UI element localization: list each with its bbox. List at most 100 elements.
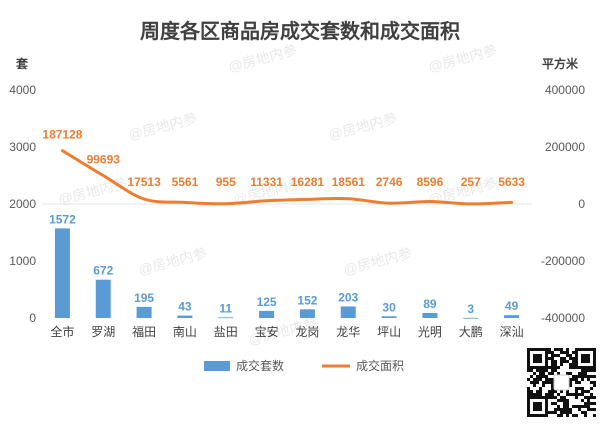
qr-module [539, 372, 542, 375]
bar-value-label: 3 [467, 302, 474, 316]
watermark-text: @房地内参 [342, 244, 414, 278]
qr-module [581, 372, 584, 375]
bar-value-label: 672 [93, 264, 113, 278]
qr-module [542, 375, 545, 378]
qr-code [525, 346, 598, 419]
qr-module [560, 411, 563, 414]
qr-module [560, 363, 563, 366]
qr-module [569, 372, 572, 375]
qr-module [569, 363, 572, 366]
qr-module [548, 390, 551, 393]
qr-finder-core [533, 402, 542, 411]
bar-value-label: 11 [219, 301, 232, 315]
bar [422, 312, 438, 318]
bar [463, 317, 479, 319]
qr-module [536, 375, 539, 378]
qr-module [575, 396, 578, 399]
qr-module [548, 411, 551, 414]
qr-module [593, 384, 596, 387]
qr-module [581, 369, 584, 372]
qr-module [560, 390, 563, 393]
qr-module [560, 357, 563, 360]
qr-module [533, 378, 536, 381]
line-value-label: 955 [216, 175, 236, 189]
qr-module [536, 381, 539, 384]
qr-module [533, 372, 536, 375]
right-tick-label: -400000 [541, 311, 585, 325]
qr-module [554, 360, 557, 363]
bar [95, 279, 111, 318]
bar [177, 315, 193, 318]
qr-module [575, 405, 578, 408]
qr-module [542, 369, 545, 372]
qr-module [584, 375, 587, 378]
qr-module [539, 393, 542, 396]
qr-module [542, 372, 545, 375]
category-label: 深汕 [500, 325, 524, 339]
qr-module [569, 384, 572, 387]
qr-module [557, 399, 560, 402]
qr-module [551, 351, 554, 354]
qr-module [536, 390, 539, 393]
qr-module [566, 360, 569, 363]
qr-module [551, 402, 554, 405]
qr-module [581, 411, 584, 414]
qr-module [578, 381, 581, 384]
watermark-text: @房地内参 [127, 109, 199, 143]
legend-bar-swatch [204, 361, 230, 371]
left-tick-label: 1000 [9, 254, 36, 268]
qr-module [593, 381, 596, 384]
line-value-label: 16281 [291, 175, 325, 189]
qr-module [584, 411, 587, 414]
qr-module [527, 369, 530, 372]
line-value-label: 257 [461, 175, 481, 189]
qr-module [551, 354, 554, 357]
qr-module [560, 360, 563, 363]
qr-module [527, 393, 530, 396]
qr-finder-core [581, 354, 590, 363]
qr-module [587, 390, 590, 393]
qr-module [581, 387, 584, 390]
qr-module [545, 375, 548, 378]
qr-module [545, 393, 548, 396]
line-value-label: 11331 [250, 175, 283, 189]
qr-module [569, 411, 572, 414]
qr-module [560, 414, 563, 417]
qr-module [563, 411, 566, 414]
qr-module [566, 393, 569, 396]
category-label: 坪山 [377, 325, 401, 339]
bar [136, 306, 152, 318]
bar-series [54, 228, 520, 319]
qr-module [551, 390, 554, 393]
qr-module [578, 408, 581, 411]
watermark-text: @房地内参 [137, 244, 209, 278]
qr-module [569, 408, 572, 411]
qr-module [539, 390, 542, 393]
qr-module [569, 357, 572, 360]
qr-module [542, 381, 545, 384]
qr-module [548, 357, 551, 360]
qr-module [530, 369, 533, 372]
qr-module [581, 393, 584, 396]
qr-module [566, 354, 569, 357]
bar-data-labels: 1572 672 195 43 11 125 152 203 30 89 3 49 [49, 212, 519, 315]
category-label: 盐田 [214, 325, 238, 339]
qr-module [527, 390, 530, 393]
bar-value-label: 43 [178, 300, 192, 314]
qr-module [554, 411, 557, 414]
qr-module [533, 381, 536, 384]
qr-module [572, 363, 575, 366]
qr-module [536, 393, 539, 396]
qr-module [557, 393, 560, 396]
line-series [60, 149, 514, 206]
qr-module [572, 393, 575, 396]
bar-value-label: 125 [257, 295, 277, 309]
right-axis-ticks: -400000 -200000 0 200000 400000 [541, 83, 585, 325]
qr-module [569, 381, 572, 384]
qr-module [554, 366, 557, 369]
qr-module [584, 396, 587, 399]
qr-module [584, 405, 587, 408]
qr-module [584, 369, 587, 372]
qr-module [560, 399, 563, 402]
watermark-text: @房地内参 [227, 41, 299, 75]
